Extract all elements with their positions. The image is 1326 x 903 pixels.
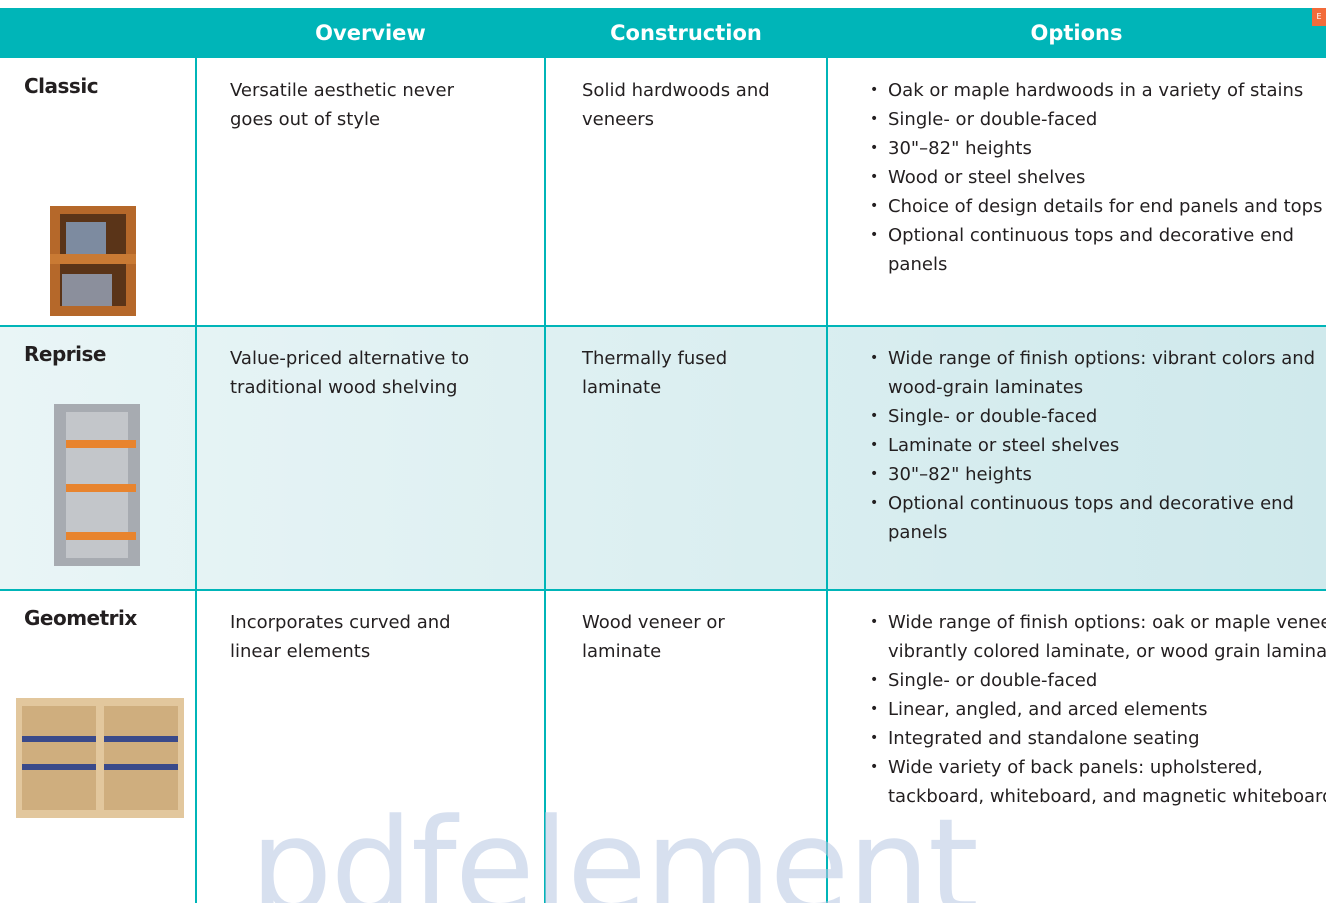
product-name: Reprise bbox=[24, 342, 106, 366]
corner-badge: E bbox=[1312, 8, 1326, 26]
construction: Solid hardwoods and veneers bbox=[582, 80, 770, 130]
option: Wood or steel shelves bbox=[870, 163, 1326, 192]
option: Oak or maple hardwoods in a variety of s… bbox=[870, 76, 1326, 105]
row: Classic Versatile aesthetic never goes o… bbox=[0, 58, 1326, 326]
option: Laminate or steel shelves bbox=[870, 431, 1326, 460]
watermark: pdfelement bbox=[250, 790, 979, 903]
product-image bbox=[54, 404, 140, 566]
product-image bbox=[16, 698, 184, 818]
row: Geometrix Incorporates curved and linear… bbox=[0, 590, 1326, 903]
construction: Thermally fused laminate bbox=[582, 348, 728, 398]
column-header: Overview bbox=[315, 21, 426, 45]
option: Optional continuous tops and decorative … bbox=[870, 489, 1326, 547]
overview: Incorporates curved and linear elements bbox=[230, 612, 451, 662]
column-header: Options bbox=[1030, 21, 1123, 45]
option: Optional continuous tops and decorative … bbox=[870, 221, 1326, 279]
column-divider bbox=[195, 58, 197, 903]
product-name: Geometrix bbox=[24, 606, 137, 630]
row: Reprise Value-priced alternative to trad… bbox=[0, 326, 1326, 590]
option: Integrated and standalone seating bbox=[870, 724, 1326, 753]
column-divider bbox=[826, 58, 828, 903]
options-list: Wide range of finish options: vibrant co… bbox=[852, 344, 1326, 547]
construction: Wood veneer or laminate bbox=[582, 612, 725, 662]
option: Linear, angled, and arced elements bbox=[870, 695, 1326, 724]
option: Wide range of finish options: vibrant co… bbox=[870, 344, 1326, 402]
option: Single- or double-faced bbox=[870, 402, 1326, 431]
option: Wide variety of back panels: upholstered… bbox=[870, 753, 1326, 811]
option: 30"–82" heights bbox=[870, 460, 1326, 489]
options-list: Wide range of finish options: oak or map… bbox=[852, 608, 1326, 811]
options-list: Oak or maple hardwoods in a variety of s… bbox=[852, 76, 1326, 279]
option: 30"–82" heights bbox=[870, 134, 1326, 163]
product-image bbox=[50, 206, 136, 316]
option: Single- or double-faced bbox=[870, 105, 1326, 134]
overview: Value-priced alternative to traditional … bbox=[230, 348, 470, 398]
column-header: Construction bbox=[610, 21, 762, 45]
overview: Versatile aesthetic never goes out of st… bbox=[230, 80, 454, 130]
option: Choice of design details for end panels … bbox=[870, 192, 1326, 221]
column-divider bbox=[544, 58, 546, 903]
row-divider bbox=[0, 589, 1326, 591]
header-row: Overview Construction Options bbox=[0, 8, 1326, 58]
product-name: Classic bbox=[24, 74, 99, 98]
option: Single- or double-faced bbox=[870, 666, 1326, 695]
row-divider bbox=[0, 325, 1326, 327]
option: Wide range of finish options: oak or map… bbox=[870, 608, 1326, 666]
